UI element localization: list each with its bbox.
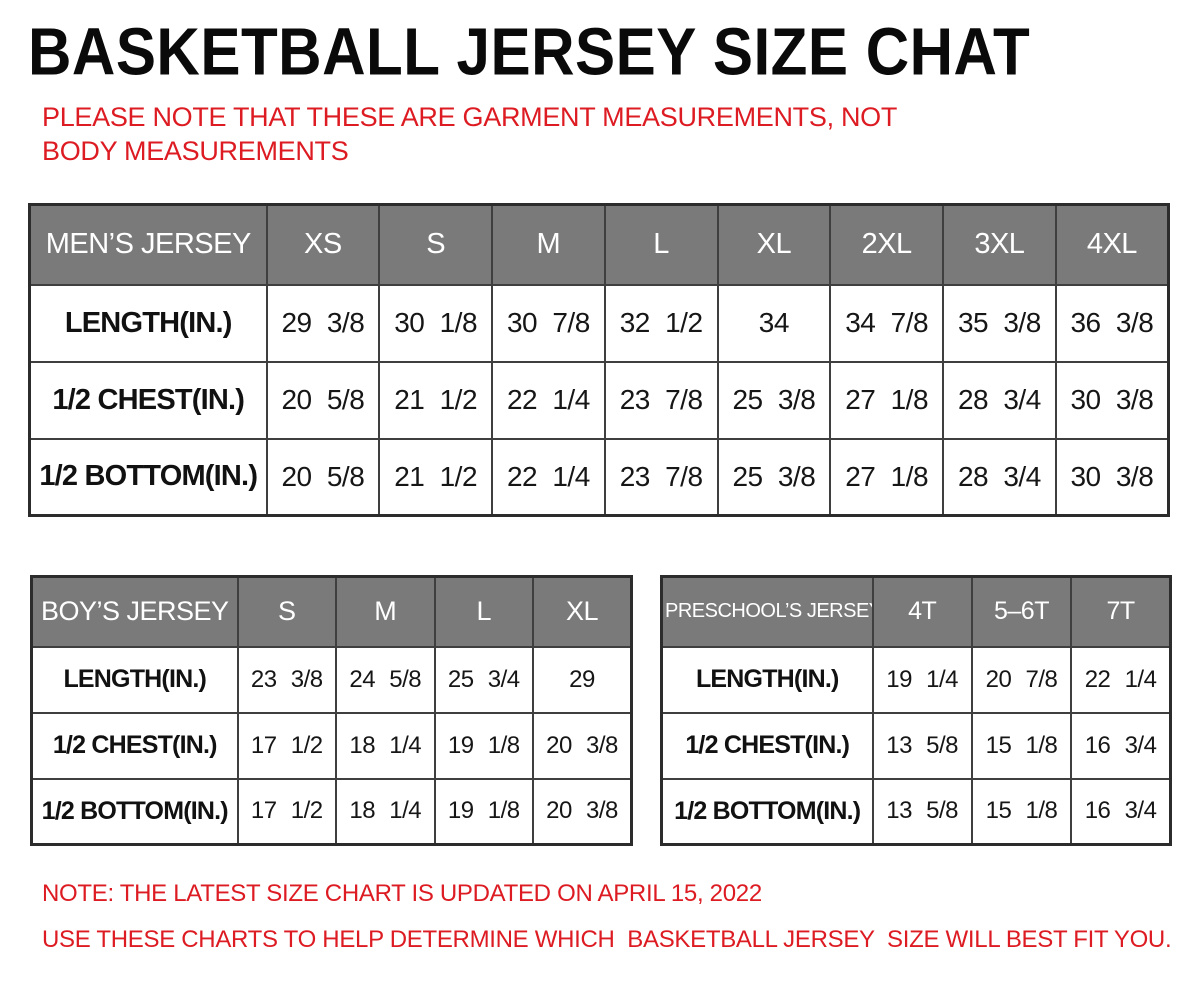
- boys-header-row: BOY’S JERSEY S M L XL: [30, 575, 633, 648]
- preschool-jersey-table: PRESCHOOL’S JERSEY 4T 5–6T 7T LENGTH(IN.) 19 …: [660, 575, 1172, 846]
- mens-row-label-cell: 1/2 BOTTOM(IN.): [28, 437, 268, 517]
- preschool-size-header-cell: 4T: [871, 575, 973, 648]
- mens-measurement-cell: 30 7/8: [491, 283, 606, 363]
- preschool-table-row: 1/2 CHEST(IN.) 13 5/8 15 1/8 16 3/4: [660, 711, 1172, 780]
- mens-measurement-cell: 23 7/8: [603, 437, 719, 517]
- preschool-measurement-cell: 13 5/8: [871, 777, 973, 846]
- preschool-measurement-cell: 13 5/8: [871, 711, 973, 780]
- boys-measurement-cell: 19 1/8: [433, 777, 534, 846]
- boys-measurement-cell: 18 1/4: [335, 777, 436, 846]
- mens-measurement-cell: 25 3/8: [716, 360, 832, 440]
- boys-row-label-cell: 1/2 CHEST(IN.): [30, 711, 239, 780]
- mens-size-header-cell: XS: [265, 203, 381, 286]
- mens-measurement-cell: 28 3/4: [942, 437, 1057, 517]
- mens-measurement-cell: 21 1/2: [378, 360, 493, 440]
- boys-measurement-cell: 20 3/8: [532, 777, 633, 846]
- boys-measurement-cell: 19 1/8: [433, 711, 534, 780]
- mens-measurement-cell: 28 3/4: [942, 360, 1057, 440]
- boys-size-header-cell: M: [335, 575, 436, 648]
- boys-table-title-cell: BOY’S JERSEY: [30, 575, 239, 648]
- boys-measurement-cell: 29: [532, 645, 633, 714]
- mens-measurement-cell: 25 3/8: [716, 437, 832, 517]
- boys-measurement-cell: 25 3/4: [433, 645, 534, 714]
- boys-measurement-cell: 17 1/2: [236, 711, 337, 780]
- mens-size-header-cell: L: [603, 203, 719, 286]
- boys-measurement-cell: 24 5/8: [335, 645, 436, 714]
- mens-size-header-cell: 2XL: [829, 203, 944, 286]
- boys-measurement-cell: 20 3/8: [532, 711, 633, 780]
- boys-table-row: LENGTH(IN.) 23 3/8 24 5/8 25 3/4 29: [30, 645, 633, 714]
- preschool-header-row: PRESCHOOL’S JERSEY 4T 5–6T 7T: [660, 575, 1172, 648]
- mens-measurement-cell: 20 5/8: [265, 437, 381, 517]
- mens-header-row: MEN’S JERSEY XS S M L XL 2XL 3XL 4XL: [28, 203, 1170, 286]
- mens-measurement-cell: 29 3/8: [265, 283, 381, 363]
- mens-row-label-cell: LENGTH(IN.): [28, 283, 268, 363]
- mens-measurement-cell: 27 1/8: [829, 360, 944, 440]
- preschool-measurement-cell: 15 1/8: [970, 711, 1073, 780]
- mens-table-row: LENGTH(IN.) 29 3/8 30 1/8 30 7/8 32 1/2 34 34 …: [28, 283, 1170, 363]
- boys-table-row: 1/2 CHEST(IN.) 17 1/2 18 1/4 19 1/8 20 3/8: [30, 711, 633, 780]
- update-date-note: NOTE: THE LATEST SIZE CHART IS UPDATED O…: [42, 880, 762, 907]
- preschool-size-header-cell: 5–6T: [970, 575, 1073, 648]
- mens-measurement-cell: 36 3/8: [1054, 283, 1170, 363]
- boys-measurement-cell: 17 1/2: [236, 777, 337, 846]
- preschool-table-row: 1/2 BOTTOM(IN.) 13 5/8 15 1/8 16 3/4: [660, 777, 1172, 846]
- mens-table-row: 1/2 CHEST(IN.) 20 5/8 21 1/2 22 1/4 23 7/8 25…: [28, 360, 1170, 440]
- mens-size-header-cell: 4XL: [1054, 203, 1170, 286]
- boys-measurement-cell: 18 1/4: [335, 711, 436, 780]
- mens-measurement-cell: 34 7/8: [829, 283, 944, 363]
- preschool-table-title-cell: PRESCHOOL’S JERSEY: [660, 575, 874, 648]
- preschool-measurement-cell: 20 7/8: [970, 645, 1073, 714]
- preschool-row-label-cell: LENGTH(IN.): [660, 645, 874, 714]
- mens-measurement-cell: 32 1/2: [603, 283, 719, 363]
- boys-jersey-table: BOY’S JERSEY S M L XL LENGTH(IN.) 23 3/8 24 5/8…: [30, 575, 633, 846]
- preschool-measurement-cell: 22 1/4: [1070, 645, 1172, 714]
- mens-measurement-cell: 22 1/4: [491, 437, 606, 517]
- mens-jersey-table: MEN’S JERSEY XS S M L XL 2XL 3XL 4XL LENGTH(IN.) 2…: [28, 203, 1170, 517]
- fit-advice-note: USE THESE CHARTS TO HELP DETERMINE WHICH…: [42, 926, 1172, 953]
- preschool-table-row: LENGTH(IN.) 19 1/4 20 7/8 22 1/4: [660, 645, 1172, 714]
- mens-measurement-cell: 30 3/8: [1054, 437, 1170, 517]
- preschool-measurement-cell: 16 3/4: [1070, 711, 1172, 780]
- boys-row-label-cell: LENGTH(IN.): [30, 645, 239, 714]
- preschool-row-label-cell: 1/2 CHEST(IN.): [660, 711, 874, 780]
- mens-measurement-cell: 23 7/8: [603, 360, 719, 440]
- page-title: BASKETBALL JERSEY SIZE CHAT: [28, 15, 1031, 90]
- preschool-measurement-cell: 19 1/4: [871, 645, 973, 714]
- mens-measurement-cell: 30 1/8: [378, 283, 493, 363]
- mens-measurement-cell: 22 1/4: [491, 360, 606, 440]
- mens-table-title-cell: MEN’S JERSEY: [28, 203, 268, 286]
- mens-size-header-cell: M: [491, 203, 606, 286]
- mens-measurement-cell: 27 1/8: [829, 437, 944, 517]
- mens-table-row: 1/2 BOTTOM(IN.) 20 5/8 21 1/2 22 1/4 23 7/8 2…: [28, 437, 1170, 517]
- boys-measurement-cell: 23 3/8: [236, 645, 337, 714]
- mens-measurement-cell: 20 5/8: [265, 360, 381, 440]
- preschool-row-label-cell: 1/2 BOTTOM(IN.): [660, 777, 874, 846]
- boys-size-header-cell: L: [433, 575, 534, 648]
- boys-size-header-cell: XL: [532, 575, 633, 648]
- boys-row-label-cell: 1/2 BOTTOM(IN.): [30, 777, 239, 846]
- mens-size-header-cell: S: [378, 203, 493, 286]
- mens-measurement-cell: 34: [716, 283, 832, 363]
- preschool-size-header-cell: 7T: [1070, 575, 1172, 648]
- garment-measurements-note: PLEASE NOTE THAT THESE ARE GARMENT MEASU…: [42, 102, 904, 166]
- mens-measurement-cell: 21 1/2: [378, 437, 493, 517]
- mens-measurement-cell: 35 3/8: [942, 283, 1057, 363]
- preschool-measurement-cell: 16 3/4: [1070, 777, 1172, 846]
- boys-size-header-cell: S: [236, 575, 337, 648]
- mens-row-label-cell: 1/2 CHEST(IN.): [28, 360, 268, 440]
- mens-size-header-cell: 3XL: [942, 203, 1057, 286]
- mens-measurement-cell: 30 3/8: [1054, 360, 1170, 440]
- boys-table-row: 1/2 BOTTOM(IN.) 17 1/2 18 1/4 19 1/8 20 3/8: [30, 777, 633, 846]
- preschool-measurement-cell: 15 1/8: [970, 777, 1073, 846]
- mens-size-header-cell: XL: [716, 203, 832, 286]
